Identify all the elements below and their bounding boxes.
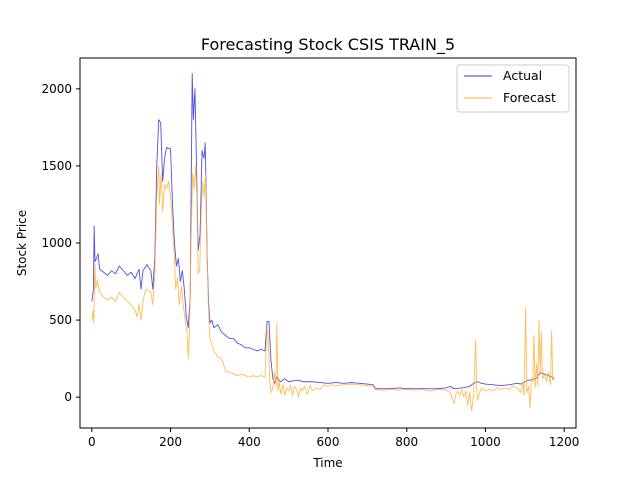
x-tick-label: 200 [159,435,182,449]
legend-label-actual: Actual [503,68,542,83]
legend: Actual Forecast [456,64,570,113]
y-axis: 0 500 1000 1500 2000 [41,82,80,404]
x-axis: 0 200 400 600 800 1000 1200 [88,428,579,449]
x-axis-label: Time [312,456,342,470]
series-line-forecast [91,165,555,412]
series-layer [91,72,555,412]
x-tick-label: 400 [238,435,261,449]
plot-area: 0 200 400 600 800 1000 1200 0 500 1000 1500 2000 [41,57,579,449]
x-tick-label: 0 [88,435,96,449]
x-tick-label: 1000 [470,435,501,449]
series-line-actual [91,72,555,390]
legend-label-forecast: Forecast [503,90,556,105]
y-tick-label: 1500 [41,159,72,173]
legend-box [456,64,570,113]
chart-title: Forecasting Stock CSIS TRAIN_5 [201,35,455,55]
y-axis-label: Stock Price [15,210,29,276]
x-tick-label: 1200 [549,435,580,449]
y-tick-label: 0 [64,390,72,404]
x-tick-label: 800 [395,435,418,449]
y-tick-label: 1000 [41,236,72,250]
y-tick-label: 500 [49,313,72,327]
y-tick-label: 2000 [41,82,72,96]
x-tick-label: 600 [317,435,340,449]
